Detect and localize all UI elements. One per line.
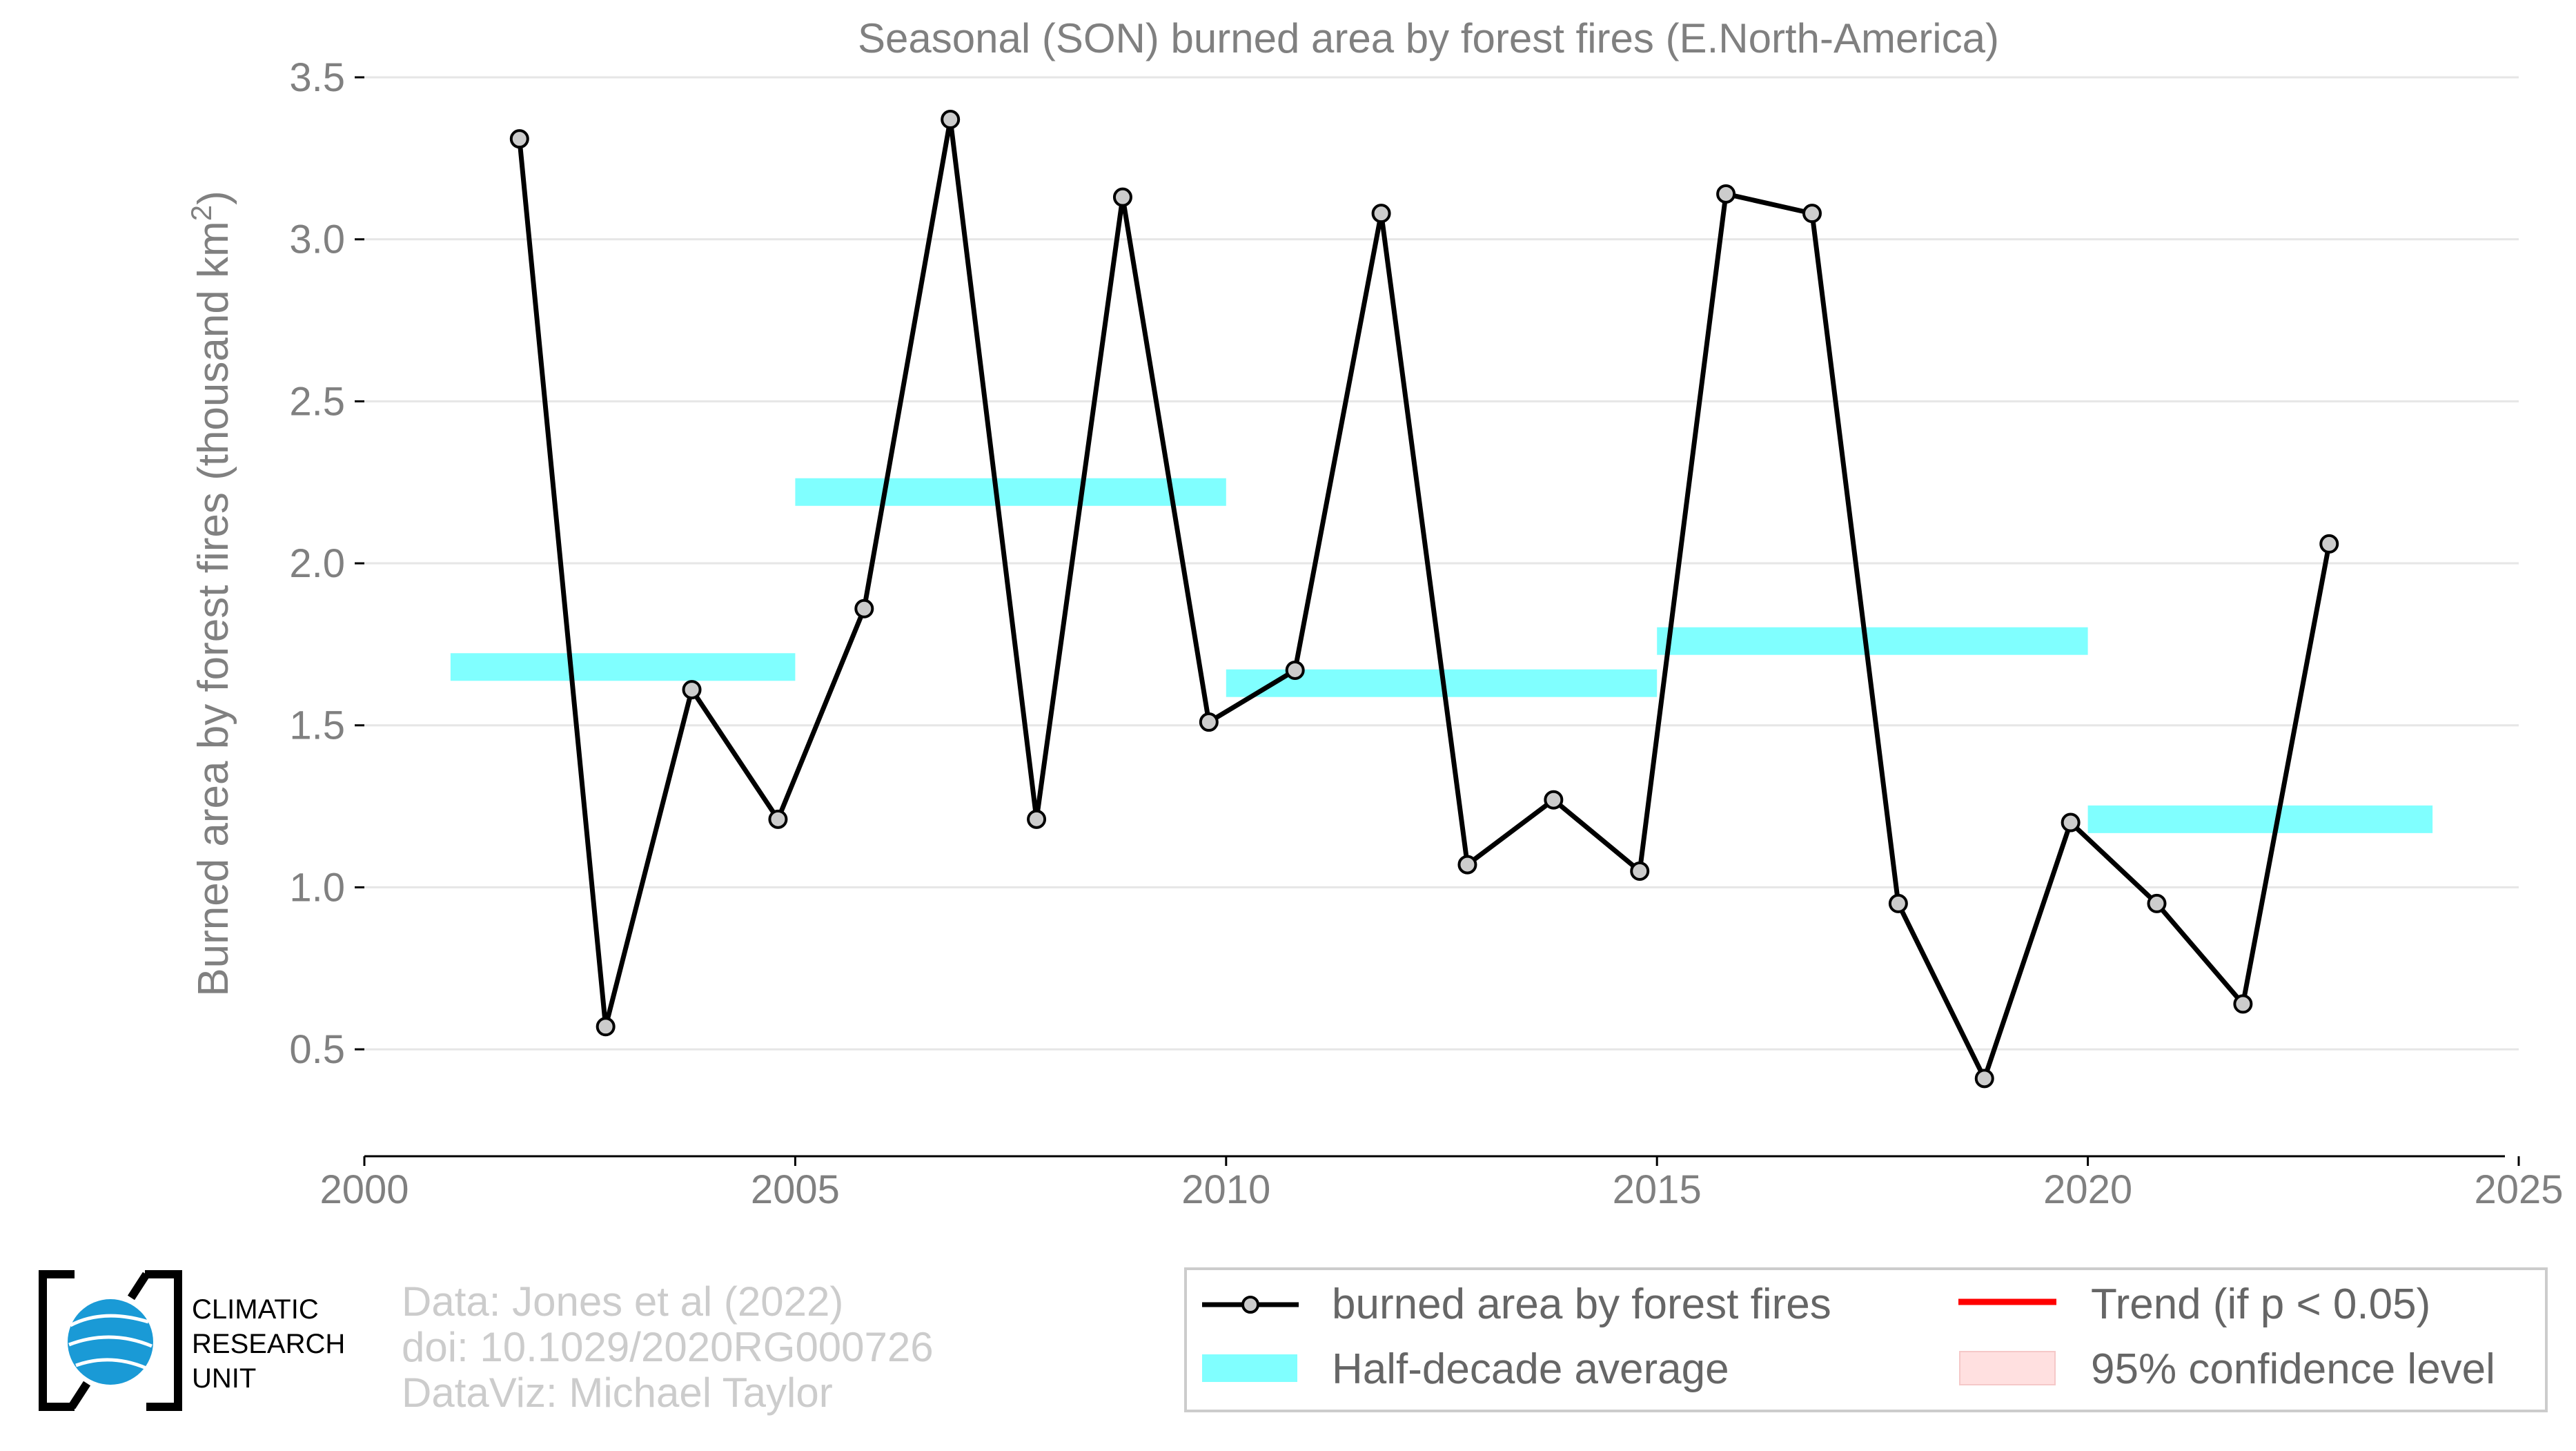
data-point-8: [1199, 712, 1219, 732]
y-tick-label-6: 3.5: [289, 55, 345, 100]
logo-bracket-right: [145, 1270, 182, 1411]
chart-title: Seasonal (SON) burned area by forest fir…: [858, 15, 1999, 61]
data-point-15: [1802, 204, 1822, 224]
half-decade-bar-3: [1657, 627, 2088, 655]
legend-swatch-series-marker: [1241, 1296, 1259, 1314]
globe-swirl-3: [75, 1358, 147, 1370]
logo-text-line3: UNIT: [192, 1363, 256, 1394]
series-burned-area: [509, 110, 2339, 1089]
x-tick-label-2: 2010: [1181, 1167, 1270, 1212]
x-tick-labels: 2000 2005 2010 2015 2020 2025: [319, 1156, 2564, 1212]
cru-logo: CLIMATIC RESEARCH UNIT: [39, 1270, 345, 1411]
data-point-7: [1112, 187, 1132, 207]
y-tick-label-3: 2.0: [289, 541, 345, 586]
y-axis-label-superscript: 2: [185, 205, 217, 221]
data-point-16: [1888, 893, 1908, 913]
series-line: [517, 117, 2332, 1081]
y-tick-label-1: 1.0: [289, 865, 345, 910]
legend-label-trend: Trend (if p < 0.05): [2091, 1280, 2430, 1328]
half-decade-bar-4: [2087, 805, 2433, 833]
legend: burned area by forest fires Trend (if p …: [1184, 1267, 2548, 1412]
data-point-20: [2233, 994, 2253, 1014]
data-point-0: [509, 129, 529, 149]
x-tick-label-1: 2005: [751, 1167, 840, 1212]
data-point-11: [1457, 855, 1477, 875]
data-point-2: [682, 680, 702, 700]
legend-swatch-confidence: [1959, 1351, 2056, 1385]
data-point-5: [941, 110, 961, 130]
y-tick-label-5: 3.0: [289, 217, 345, 262]
half-decade-bar-1: [795, 478, 1226, 506]
x-tick-label-0: 2000: [319, 1167, 409, 1212]
y-tick-label-4: 2.5: [289, 379, 345, 424]
data-point-12: [1544, 790, 1564, 810]
logo-text-line2: RESEARCH: [192, 1329, 345, 1359]
data-point-9: [1285, 660, 1305, 680]
legend-label-series: burned area by forest fires: [1332, 1280, 1831, 1328]
credit-data: Data: Jones et al (2022): [402, 1278, 843, 1325]
data-point-13: [1630, 861, 1650, 881]
data-point-17: [1974, 1069, 1994, 1089]
data-point-21: [2319, 534, 2339, 554]
y-tick-label-0: 0.5: [289, 1027, 345, 1072]
credit-doi: doi: 10.1029/2020RG000726: [402, 1324, 934, 1370]
data-point-1: [596, 1017, 616, 1037]
legend-label-confidence: 95% confidence level: [2091, 1345, 2495, 1393]
globe-swirl-1: [69, 1314, 149, 1327]
logo-bracket-left: [39, 1270, 75, 1411]
logo-text-line1: CLIMATIC: [192, 1294, 319, 1325]
logo-slash-top: [127, 1272, 150, 1301]
credit-dataviz: DataViz: Michael Taylor: [402, 1370, 833, 1416]
data-point-3: [768, 809, 788, 829]
y-axis-label: Burned area by forest fires (thousand km…: [185, 191, 237, 996]
data-point-4: [854, 598, 874, 619]
y-tick-labels: 0.5 1.0 1.5 2.0 2.5 3.0 3.5: [289, 55, 345, 1072]
y-tick-label-2: 1.5: [289, 703, 345, 748]
half-decade-averages: [450, 478, 2433, 833]
legend-label-average: Half-decade average: [1332, 1345, 1729, 1393]
x-tick-label-5: 2025: [2474, 1167, 2563, 1212]
legend-box: [1184, 1267, 2548, 1412]
half-decade-bar-0: [450, 653, 796, 681]
x-tick-label-3: 2015: [1613, 1167, 1702, 1212]
legend-swatch-average: [1202, 1354, 1297, 1382]
data-point-14: [1716, 184, 1736, 204]
data-point-6: [1027, 809, 1047, 829]
globe-swirl-2: [68, 1335, 153, 1348]
data-point-19: [2147, 893, 2167, 913]
x-tick-label-4: 2020: [2043, 1167, 2132, 1212]
data-point-18: [2061, 812, 2081, 832]
data-point-10: [1371, 204, 1391, 224]
grid-lines: [355, 76, 2519, 1051]
logo-slash-bottom: [68, 1381, 91, 1410]
